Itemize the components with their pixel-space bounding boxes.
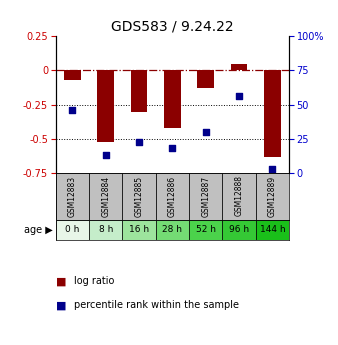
Bar: [256, 173, 289, 220]
Text: 8 h: 8 h: [99, 225, 113, 234]
Point: [270, 166, 275, 172]
Bar: [256, 220, 289, 240]
Bar: [189, 220, 222, 240]
Text: 52 h: 52 h: [196, 225, 216, 234]
Bar: [131, 70, 147, 111]
Text: 96 h: 96 h: [229, 225, 249, 234]
Text: log ratio: log ratio: [74, 276, 115, 286]
Point: [136, 139, 142, 145]
Point: [203, 129, 209, 135]
Text: 16 h: 16 h: [129, 225, 149, 234]
Text: GSM12888: GSM12888: [235, 176, 243, 216]
Text: GSM12889: GSM12889: [268, 176, 277, 217]
Bar: [156, 220, 189, 240]
Text: GSM12883: GSM12883: [68, 176, 77, 217]
Text: ■: ■: [56, 300, 66, 310]
Bar: [264, 70, 281, 157]
Bar: [64, 70, 81, 80]
Text: age ▶: age ▶: [24, 225, 53, 235]
Text: GSM12884: GSM12884: [101, 176, 110, 217]
Text: GSM12886: GSM12886: [168, 176, 177, 217]
Bar: [197, 70, 214, 88]
Point: [170, 146, 175, 151]
Bar: [122, 173, 156, 220]
Point: [70, 107, 75, 113]
Bar: [89, 220, 122, 240]
Bar: [122, 220, 156, 240]
Bar: [222, 220, 256, 240]
Point: [236, 94, 242, 99]
Bar: [231, 63, 247, 70]
Text: 28 h: 28 h: [162, 225, 183, 234]
Text: ■: ■: [56, 276, 66, 286]
Text: GSM12887: GSM12887: [201, 176, 210, 217]
Bar: [56, 173, 89, 220]
Bar: [89, 173, 122, 220]
Bar: [164, 70, 181, 128]
Text: 144 h: 144 h: [260, 225, 285, 234]
Bar: [56, 220, 89, 240]
Text: GSM12885: GSM12885: [135, 176, 144, 217]
Bar: [189, 173, 222, 220]
Title: GDS583 / 9.24.22: GDS583 / 9.24.22: [111, 20, 234, 34]
Bar: [156, 173, 189, 220]
Text: percentile rank within the sample: percentile rank within the sample: [74, 300, 239, 310]
Bar: [222, 173, 256, 220]
Point: [103, 152, 108, 158]
Bar: [97, 70, 114, 142]
Text: 0 h: 0 h: [65, 225, 80, 234]
